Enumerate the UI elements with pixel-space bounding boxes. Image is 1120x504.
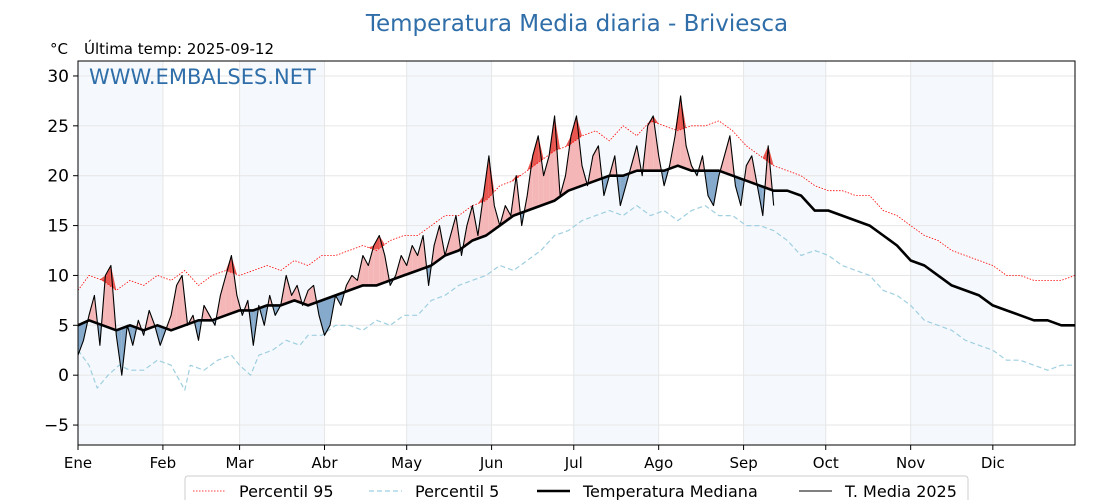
x-tick-label: May <box>391 454 422 472</box>
month-bands <box>78 61 993 445</box>
x-tick-label: Mar <box>225 454 254 472</box>
legend-label: Percentil 5 <box>415 482 499 500</box>
legend-label: T. Media 2025 <box>844 482 957 500</box>
month-band <box>78 61 163 445</box>
x-tick-label: Ago <box>644 454 673 472</box>
month-band <box>911 61 993 445</box>
x-axis: Ene Feb Mar Abr May Jun Jul Ago Sep Oct Nov Dic <box>64 445 1005 472</box>
y-tick-label: 30 <box>47 67 69 87</box>
x-tick-label: Jul <box>564 454 583 472</box>
y-tick-label: 10 <box>47 266 69 286</box>
legend-label: Percentil 95 <box>239 482 334 500</box>
legend-label: Temperatura Mediana <box>582 482 758 500</box>
above-median-fill <box>220 275 226 317</box>
above-median-fill <box>368 246 374 286</box>
x-tick-label: Sep <box>729 454 757 472</box>
watermark: WWW.EMBALSES.NET <box>89 65 316 89</box>
month-band <box>744 61 826 445</box>
x-tick-label: Abr <box>312 454 339 472</box>
above-median-fill <box>544 156 550 205</box>
y-tick-label: 15 <box>47 217 69 237</box>
x-tick-label: Dic <box>981 454 1005 472</box>
above-median-fill <box>401 256 407 277</box>
above-median-fill <box>724 136 730 175</box>
unit-label: °C <box>50 40 68 58</box>
month-band <box>574 61 659 445</box>
x-tick-label: Feb <box>150 454 177 472</box>
x-tick-label: Oct <box>813 454 839 472</box>
y-tick-label: 25 <box>47 117 69 137</box>
y-tick-label: −5 <box>44 416 69 436</box>
x-tick-label: Jun <box>479 454 503 472</box>
x-tick-label: Ene <box>64 454 92 472</box>
month-band <box>240 61 325 445</box>
subtitle-last-temp: Última temp: 2025-09-12 <box>84 39 274 58</box>
legend: Percentil 95 Percentil 5 Temperatura Media… <box>185 476 968 500</box>
x-tick-label: Nov <box>896 454 925 472</box>
y-tick-label: 0 <box>58 366 69 386</box>
chart-title: Temperatura Media diaria - Briviesca <box>365 11 788 37</box>
y-axis: 30 25 20 15 10 5 0 −5 <box>44 67 78 436</box>
y-tick-label: 5 <box>58 316 69 336</box>
y-tick-label: 20 <box>47 167 69 187</box>
